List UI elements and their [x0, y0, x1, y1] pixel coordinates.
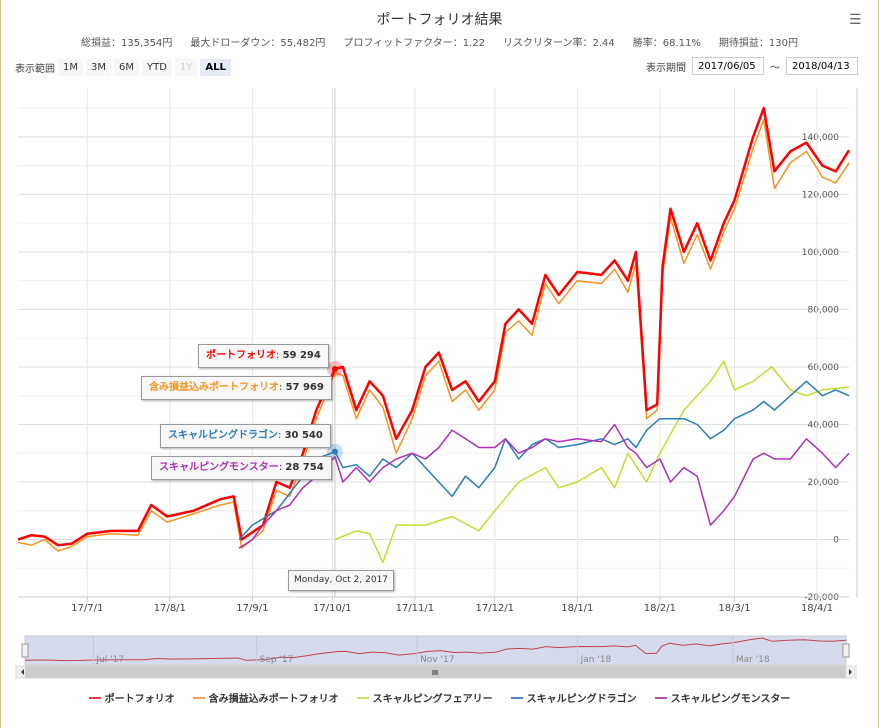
tooltip-date: Monday, Oct 2, 2017	[288, 570, 395, 591]
stat-expected-pl: 期待損益：130円	[718, 38, 799, 49]
x-tick-label: 17/9/1	[236, 603, 268, 614]
range-6m-button[interactable]: 6M	[114, 59, 139, 76]
legend-label: スキャルピングモンスター	[670, 694, 791, 705]
navigator-label: Jan '18	[580, 655, 612, 665]
legend: ポートフォリオ 含み損益込みポートフォリオ スキャルピングフェアリー スキャルピ…	[1, 690, 878, 705]
navigator-label: Jul '17	[95, 655, 124, 665]
hover-marker	[331, 448, 338, 455]
hamburger-menu-icon[interactable]: ☰	[849, 12, 862, 28]
x-tick-label: 17/11/1	[396, 603, 435, 614]
range-label: 表示範囲	[15, 64, 55, 75]
legend-item-dragon[interactable]: スキャルピングドラゴン	[510, 690, 637, 705]
date-from-input[interactable]	[692, 57, 764, 75]
series-line-0	[17, 106, 851, 547]
tooltip-name: スキャルピングドラゴン	[168, 430, 278, 441]
tooltip-value: 30 540	[284, 430, 323, 441]
x-tick-label: 18/2/1	[644, 603, 676, 614]
legend-item-portfolio[interactable]: ポートフォリオ	[88, 690, 175, 705]
x-tick-label: 18/1/1	[561, 603, 593, 614]
legend-swatch	[510, 696, 523, 699]
date-range-label: 表示期間	[646, 62, 686, 74]
tooltip-portfolio: ポートフォリオ: 59 294	[198, 344, 329, 368]
series-line-1	[17, 118, 850, 552]
navigator-series	[24, 637, 847, 662]
stat-risk-return: リスクリターン率：2.44	[503, 38, 615, 49]
legend-item-unrealized-portfolio[interactable]: 含み損益込みポートフォリオ	[192, 690, 339, 705]
legend-swatch	[654, 696, 667, 699]
tooltip-monster: スキャルピングモンスター: 28 754	[151, 456, 332, 480]
tooltip-value: 59 294	[282, 350, 321, 361]
legend-swatch	[192, 696, 205, 699]
legend-label: 含み損益込みポートフォリオ	[208, 694, 339, 705]
x-tick-label: 18/4/1	[801, 603, 833, 614]
tooltip-value: 57 969	[285, 382, 324, 393]
tooltip-dragon: スキャルピングドラゴン: 30 540	[160, 424, 331, 448]
x-tick-label: 17/12/1	[475, 603, 514, 614]
series-line-2	[334, 360, 850, 564]
range-ytd-button[interactable]: YTD	[142, 59, 172, 76]
scroll-right-arrow-icon[interactable]	[849, 669, 852, 675]
date-range: 表示期間 〜	[646, 57, 858, 75]
range-all-button[interactable]: ALL	[200, 59, 231, 76]
legend-label: ポートフォリオ	[104, 694, 175, 705]
x-tick-label: 17/8/1	[154, 603, 186, 614]
chart-title: ポートフォリオ結果	[376, 12, 503, 28]
tooltip-name: ポートフォリオ	[206, 350, 276, 361]
legend-item-fairy[interactable]: スキャルピングフェアリー	[356, 690, 493, 705]
navigator-label: Mar '18	[736, 655, 770, 665]
navigator-label: Sep '17	[260, 655, 294, 665]
navigator-label: Nov '17	[420, 655, 454, 665]
range-3m-button[interactable]: 3M	[86, 59, 111, 76]
legend-label: スキャルピングドラゴン	[526, 694, 637, 705]
y-tick-label: 80,000	[808, 305, 840, 315]
x-tick-label: 17/10/1	[313, 603, 352, 614]
y-tick-label: 60,000	[808, 363, 840, 373]
y-tick-label: 40,000	[808, 420, 840, 430]
legend-label: スキャルピングフェアリー	[372, 694, 493, 705]
tooltip-name: 含み損益込みポートフォリオ	[149, 382, 279, 393]
y-tick-label: 140,000	[802, 133, 839, 143]
range-1m-button[interactable]: 1M	[58, 59, 83, 76]
y-tick-label: 0	[833, 535, 839, 545]
tooltip-unrealized-portfolio: 含み損益込みポートフォリオ: 57 969	[141, 376, 332, 400]
stat-win-rate: 勝率：68.11%	[632, 38, 701, 49]
y-tick-label: 20,000	[808, 478, 840, 488]
legend-swatch	[356, 696, 369, 699]
tooltip-name: スキャルピングモンスター	[159, 462, 279, 473]
date-to-input[interactable]	[786, 57, 858, 75]
stats-row: 総損益：135,354円 最大ドローダウン：55,482円 プロフィットファクター：…	[1, 34, 878, 49]
y-tick-label: -20,000	[804, 593, 839, 603]
date-range-separator: 〜	[770, 62, 780, 74]
stat-max-drawdown: 最大ドローダウン：55,482円	[190, 38, 326, 49]
x-tick-label: 18/3/1	[718, 603, 750, 614]
legend-item-monster[interactable]: スキャルピングモンスター	[654, 690, 791, 705]
range-1y-button[interactable]: 1Y	[174, 59, 198, 76]
stat-total-pl: 総損益：135,354円	[80, 38, 173, 49]
scrollbar-grip-icon	[432, 670, 438, 675]
navigator-handle[interactable]	[21, 643, 29, 658]
legend-swatch	[88, 696, 101, 699]
hover-marker	[331, 365, 338, 372]
range-selector: 表示範囲 1M 3M 6M YTD 1Y ALL	[15, 59, 231, 76]
series-line-4	[238, 423, 850, 549]
navigator-handle[interactable]	[842, 643, 850, 658]
tooltip-value: 28 754	[285, 462, 324, 473]
x-tick-label: 17/7/1	[71, 603, 103, 614]
y-tick-label: 120,000	[802, 190, 839, 200]
y-tick-label: 100,000	[802, 248, 839, 258]
stat-profit-factor: プロフィットファクター：1.22	[343, 38, 486, 49]
scroll-left-arrow-icon[interactable]	[21, 669, 24, 675]
